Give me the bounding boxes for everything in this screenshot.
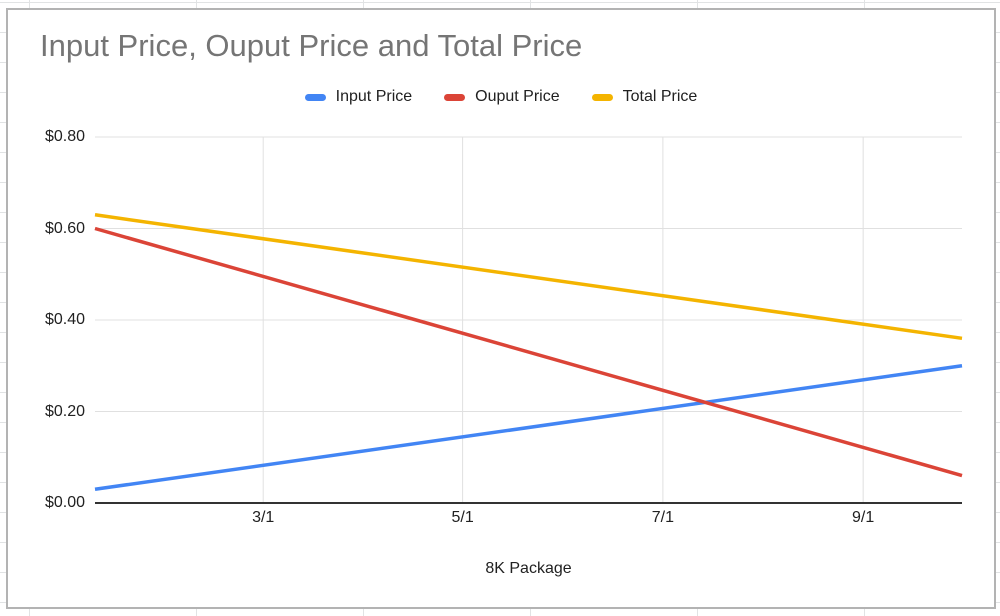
series-line-ouput-price	[94, 226, 963, 478]
x-tick-label: 7/1	[651, 509, 674, 526]
x-tick-label: 5/1	[451, 509, 474, 526]
y-tick-label: $0.40	[44, 311, 85, 328]
plot-canvas	[94, 136, 963, 504]
x-axis-title: 8K Package	[485, 560, 572, 577]
chart-area: Input Price, Ouput Price and Total Price…	[8, 10, 994, 607]
legend-swatch-icon	[304, 93, 326, 101]
legend-item-ouput-price: Ouput Price	[444, 88, 560, 106]
legend-item-total-price: Total Price	[591, 88, 698, 106]
legend-label: Input Price	[335, 88, 413, 105]
legend-item-input-price: Input Price	[304, 88, 413, 106]
legend-label: Ouput Price	[475, 88, 560, 105]
legend-label: Total Price	[622, 88, 698, 105]
y-tick-label: $0.80	[44, 128, 85, 145]
y-tick-label: $0.20	[44, 402, 85, 420]
chart-card[interactable]: Input Price, Ouput Price and Total Price…	[6, 8, 996, 609]
x-tick-label: 3/1	[252, 509, 275, 526]
series-line-total-price	[94, 213, 963, 341]
y-tick-label: $0.00	[44, 494, 85, 511]
series-line-input-price	[94, 364, 963, 492]
y-tick-label: $0.60	[44, 219, 85, 237]
chart-title: Input Price, Ouput Price and Total Price	[40, 28, 583, 63]
legend-swatch-icon	[444, 93, 466, 101]
legend-swatch-icon	[591, 93, 613, 101]
x-tick-label: 9/1	[852, 509, 875, 526]
chart-legend: Input Price Ouput Price Total Price	[8, 86, 994, 108]
